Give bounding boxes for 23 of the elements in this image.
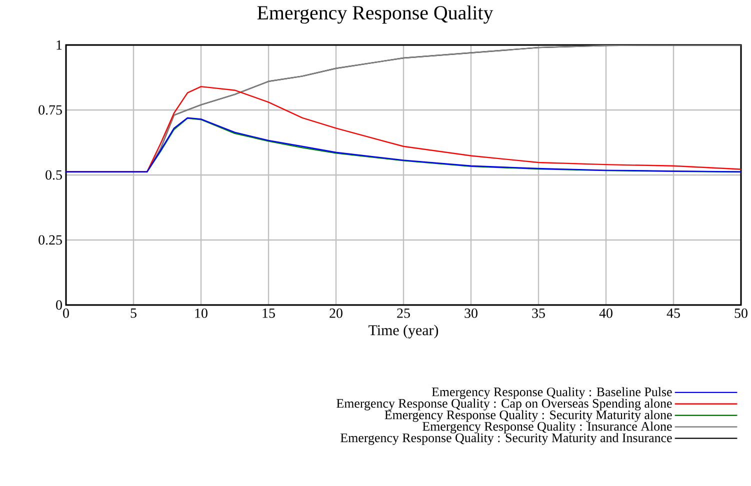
x-tick-label: 50 — [734, 308, 748, 318]
x-tick-label: 10 — [195, 308, 208, 318]
legend-label: Emergency Response Quality : Security Maturity alone — [384, 410, 672, 422]
legend-label: Emergency Response Quality : Cap on Overseas Spending alone — [336, 398, 672, 410]
x-tick-label: 15 — [262, 308, 275, 318]
x-tick-label: 30 — [464, 308, 478, 318]
x-tick-label: 40 — [599, 308, 612, 318]
x-tick-label: 20 — [330, 308, 342, 318]
chart-title: Emergency Response Quality — [257, 6, 494, 24]
legend-label: Emergency Response Quality : Baseline Pulse — [432, 387, 672, 399]
y-tick-label: 0.75 — [38, 105, 62, 115]
legend-label: Emergency Response Quality : Security Maturity and Insurance — [340, 433, 672, 445]
legend-label: Emergency Response Quality : Insurance Alone — [422, 422, 672, 434]
y-tick-label: 0.5 — [46, 170, 62, 180]
x-tick-label: 0 — [63, 308, 69, 318]
x-tick-label: 35 — [532, 308, 545, 318]
x-axis-title: Time (year) — [368, 324, 438, 338]
y-tick-label: 0 — [56, 300, 62, 310]
x-tick-label: 5 — [130, 308, 136, 318]
x-tick-label: 45 — [666, 308, 680, 318]
y-tick-label: 1 — [56, 40, 62, 50]
x-tick-label: 25 — [397, 308, 410, 318]
y-tick-label: 0.25 — [38, 235, 62, 245]
